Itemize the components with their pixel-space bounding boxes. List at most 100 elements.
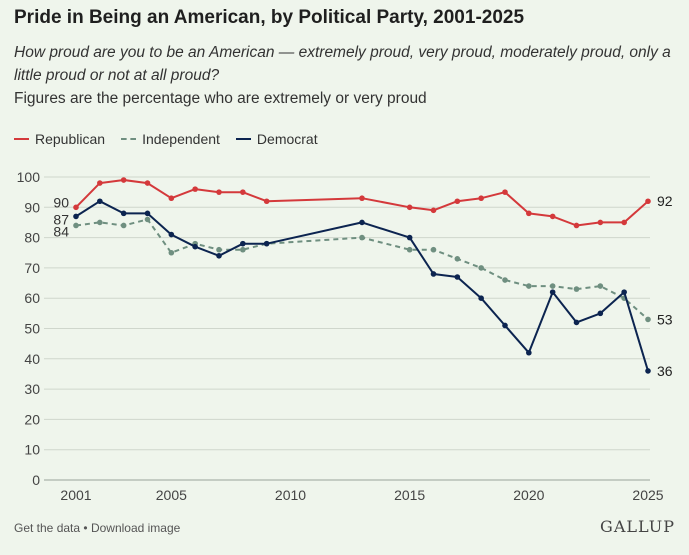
- legend-swatch-independent: [121, 138, 137, 140]
- data-point-democrat: [478, 295, 484, 302]
- series-line-independent: [75, 218, 649, 321]
- data-point-republican: [192, 186, 198, 192]
- chart-note: Figures are the percentage who are extre…: [14, 90, 427, 107]
- data-point-democrat: [144, 210, 151, 217]
- data-point-republican: [406, 204, 413, 211]
- start-label-republican: 90: [53, 194, 69, 210]
- y-tick-label: 90: [24, 199, 40, 215]
- legend-item-democrat[interactable]: Democrat: [235, 131, 318, 147]
- end-label-republican: 92: [657, 193, 673, 209]
- x-tick-label: 2010: [275, 487, 306, 503]
- data-point-independent: [430, 246, 437, 253]
- data-point-democrat: [597, 310, 604, 317]
- data-point-democrat: [526, 349, 532, 356]
- data-point-independent: [502, 277, 508, 283]
- y-tick-label: 100: [17, 169, 41, 185]
- data-point-democrat: [573, 319, 580, 326]
- legend-swatch-democrat: [235, 138, 251, 140]
- gallup-logo: GALLUP: [600, 517, 675, 536]
- end-label-independent: 53: [657, 311, 673, 327]
- x-tick-label: 2001: [60, 487, 91, 503]
- data-point-independent: [573, 286, 580, 292]
- data-point-republican: [73, 204, 79, 211]
- data-point-independent: [120, 222, 127, 229]
- x-tick-label: 2015: [394, 487, 425, 503]
- legend-swatch-republican: [14, 138, 29, 140]
- start-label-democrat: 87: [53, 211, 69, 227]
- x-tick-label: 2025: [632, 487, 663, 503]
- y-tick-label: 80: [24, 230, 40, 246]
- data-point-republican: [573, 222, 580, 229]
- x-tick-label: 2020: [513, 487, 544, 503]
- data-point-democrat: [263, 240, 270, 247]
- y-tick-label: 70: [24, 260, 40, 276]
- data-point-democrat: [192, 243, 198, 250]
- data-point-independent: [359, 234, 365, 241]
- data-point-republican: [645, 198, 651, 205]
- data-point-independent: [168, 249, 175, 256]
- data-point-democrat: [73, 213, 79, 220]
- footer-separator: •: [83, 521, 88, 535]
- y-tick-label: 10: [24, 442, 40, 458]
- data-point-independent: [645, 316, 651, 323]
- y-tick-label: 50: [24, 321, 40, 337]
- data-point-republican: [430, 207, 437, 214]
- chart-subtitle: How proud are you to be an American — ex…: [14, 44, 671, 84]
- data-point-republican: [502, 189, 508, 195]
- y-tick-label: 20: [24, 411, 40, 427]
- end-label-democrat: 36: [657, 363, 673, 379]
- data-point-independent: [526, 283, 532, 289]
- data-point-republican: [97, 180, 103, 186]
- data-point-independent: [97, 219, 103, 226]
- data-point-republican: [621, 219, 627, 226]
- data-point-independent: [406, 246, 413, 253]
- data-point-democrat: [645, 368, 651, 374]
- data-point-republican: [216, 189, 222, 195]
- legend: Republican Independent Democrat: [14, 131, 334, 147]
- legend-label-independent: Independent: [142, 131, 220, 147]
- data-point-democrat: [406, 234, 413, 241]
- data-point-democrat: [430, 271, 437, 277]
- data-point-democrat: [359, 219, 365, 226]
- legend-item-republican[interactable]: Republican: [14, 131, 105, 147]
- data-point-republican: [359, 195, 365, 202]
- data-point-democrat: [549, 289, 556, 295]
- data-point-democrat: [120, 210, 127, 217]
- get-data-link[interactable]: Get the data: [14, 521, 81, 535]
- data-point-democrat: [168, 231, 175, 238]
- data-point-democrat: [240, 240, 246, 247]
- data-point-republican: [168, 195, 175, 202]
- data-point-independent: [216, 246, 222, 253]
- data-point-independent: [478, 265, 484, 271]
- y-tick-label: 30: [24, 381, 40, 397]
- data-point-republican: [263, 198, 270, 205]
- series-line-democrat: [75, 200, 649, 372]
- legend-label-republican: Republican: [35, 131, 106, 147]
- data-point-democrat: [621, 289, 627, 295]
- data-point-democrat: [216, 252, 222, 259]
- legend-item-independent[interactable]: Independent: [121, 131, 220, 147]
- data-point-republican: [240, 189, 246, 195]
- data-point-independent: [597, 283, 604, 289]
- data-point-democrat: [454, 274, 461, 280]
- data-point-independent: [240, 246, 246, 253]
- series-line-republican: [75, 179, 649, 227]
- data-point-republican: [144, 180, 151, 186]
- data-point-republican: [454, 198, 461, 205]
- data-point-democrat: [502, 322, 508, 329]
- y-tick-label: 40: [24, 351, 40, 367]
- data-point-republican: [549, 213, 556, 220]
- data-point-independent: [73, 222, 79, 229]
- y-tick-label: 60: [24, 290, 40, 306]
- download-image-link[interactable]: Download image: [90, 521, 181, 535]
- start-label-independent: 84: [53, 223, 69, 239]
- y-tick-label: 0: [32, 472, 40, 488]
- footer-links: Get the data • Download image: [14, 521, 180, 535]
- data-point-independent: [144, 216, 151, 223]
- data-point-republican: [526, 210, 532, 217]
- data-point-independent: [454, 256, 461, 262]
- data-point-democrat: [97, 198, 103, 205]
- x-tick-label: 2005: [156, 487, 187, 503]
- data-point-republican: [597, 219, 604, 226]
